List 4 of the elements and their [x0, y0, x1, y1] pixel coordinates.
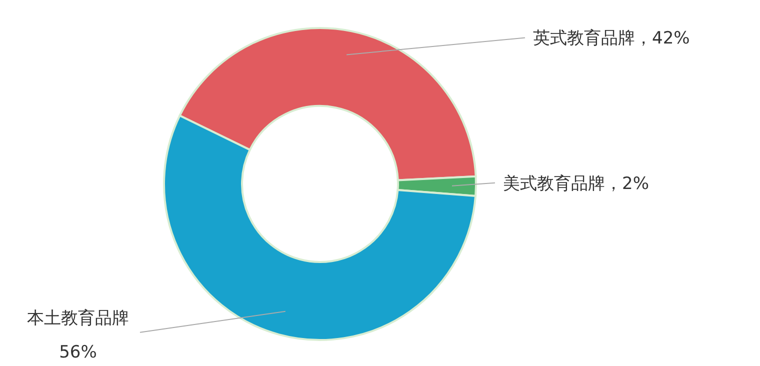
- slice-label: 美式教育品牌，2%: [503, 174, 649, 194]
- slice-label: 本土教育品牌: [27, 308, 129, 328]
- data-label: 56%: [59, 342, 97, 362]
- slice-label: 英式教育品牌，42%: [533, 28, 690, 49]
